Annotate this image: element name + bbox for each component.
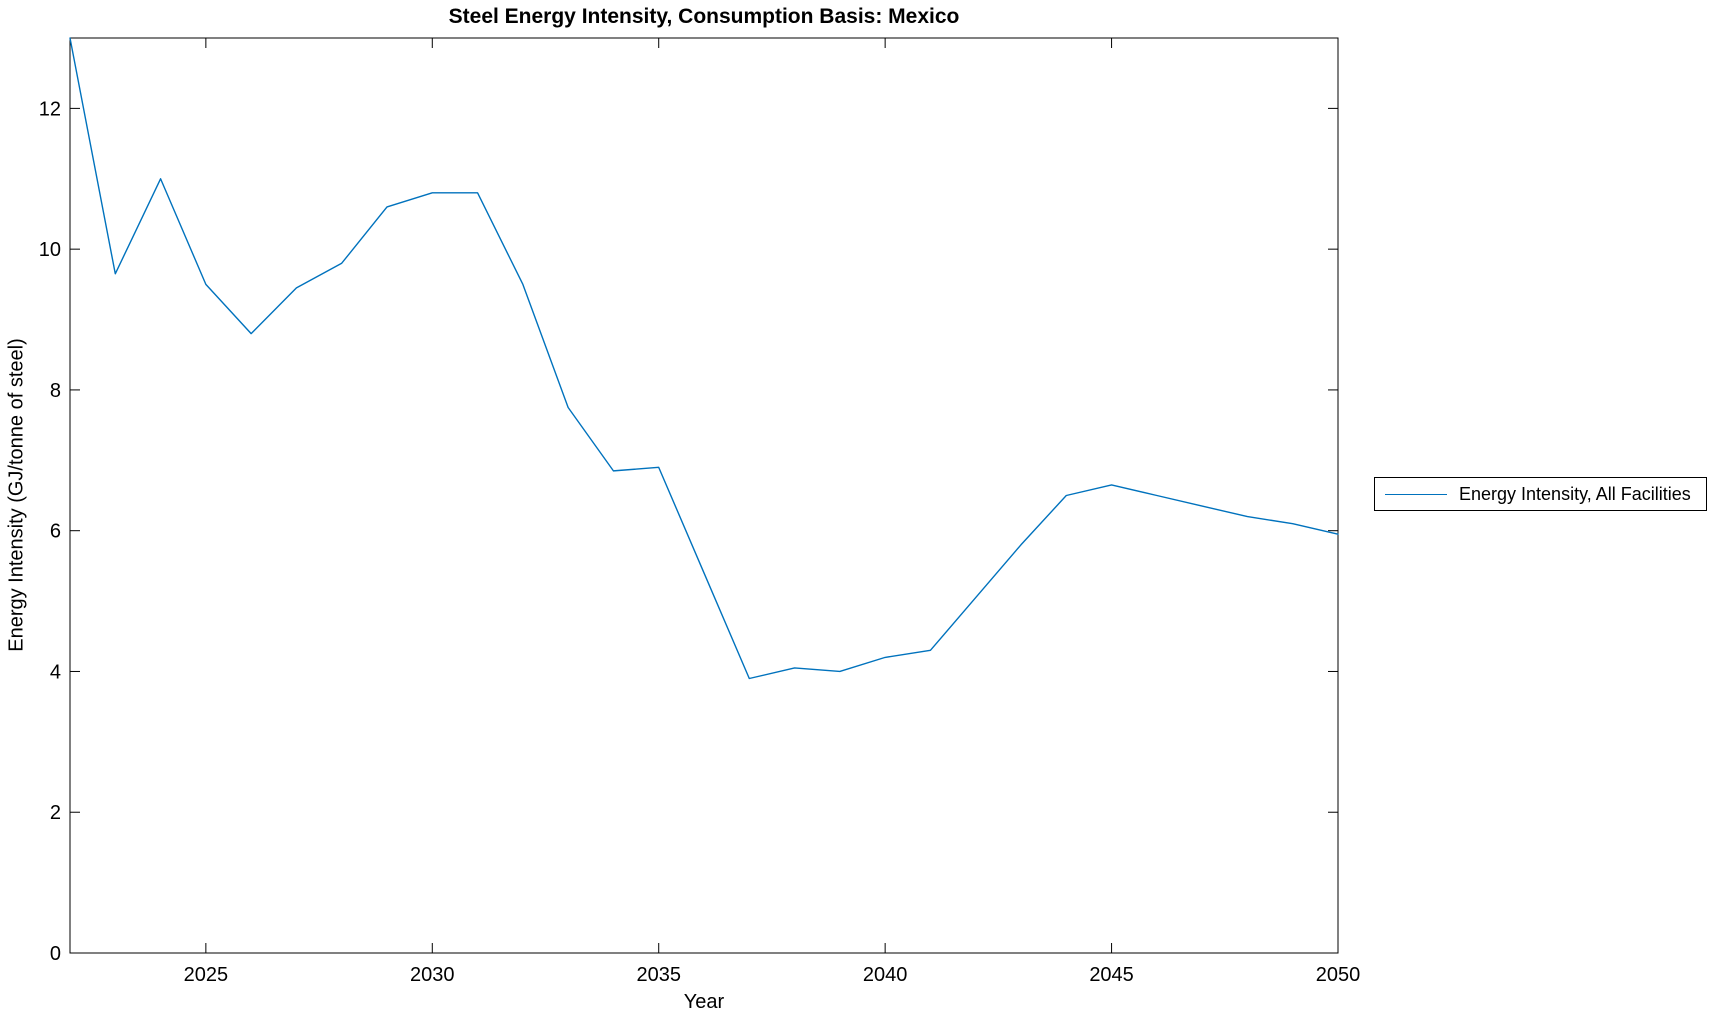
y-tick-label: 0 xyxy=(50,943,61,965)
y-tick-label: 4 xyxy=(50,661,61,683)
x-axis-label: Year xyxy=(683,991,725,1013)
legend-line-sample xyxy=(1385,493,1447,495)
y-tick-label: 6 xyxy=(50,521,61,543)
chart-title: Steel Energy Intensity, Consumption Basi… xyxy=(448,5,960,28)
x-tick-label: 2025 xyxy=(184,964,229,986)
x-tick-label: 2045 xyxy=(1089,964,1134,986)
axes-box xyxy=(69,37,1339,954)
y-tick-label: 2 xyxy=(50,802,61,824)
x-tick-label: 2035 xyxy=(636,964,681,986)
x-tick-label: 2030 xyxy=(410,964,455,986)
energy-intensity-line xyxy=(69,37,1339,680)
y-tick-label: 12 xyxy=(39,98,61,120)
legend-box: Energy Intensity, All Facilities xyxy=(1374,477,1707,511)
x-tick-label: 2040 xyxy=(863,964,908,986)
y-tick-label: 10 xyxy=(39,239,61,261)
x-tick-label: 2050 xyxy=(1316,964,1361,986)
y-tick-label: 8 xyxy=(50,380,61,402)
legend-entry-label: Energy Intensity, All Facilities xyxy=(1459,483,1691,504)
